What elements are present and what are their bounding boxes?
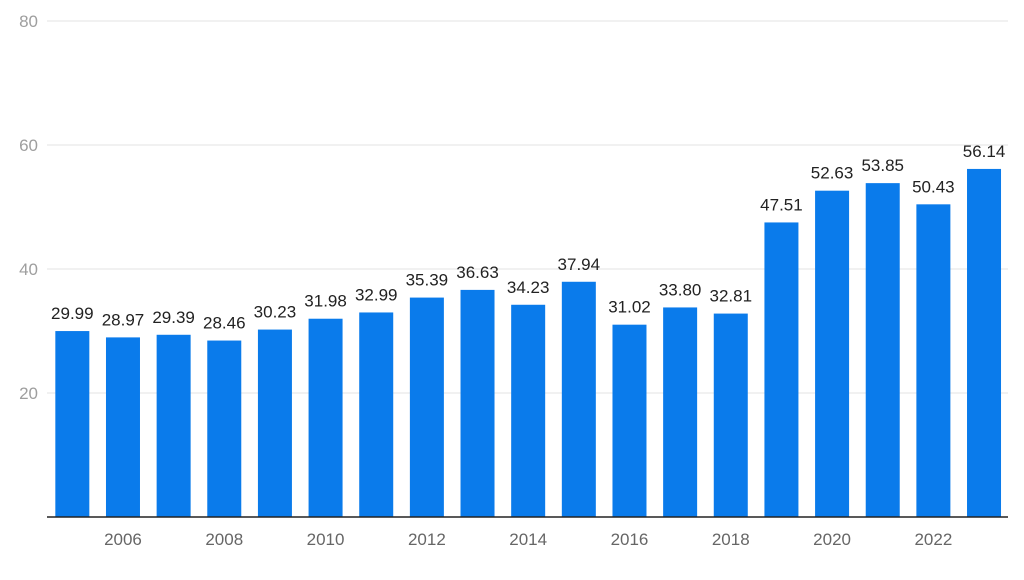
y-tick-label: 60 (19, 136, 38, 155)
bar-2011 (359, 312, 394, 517)
bar-2020 (815, 190, 850, 517)
data-label-2017: 33.80 (659, 280, 702, 299)
bar-2005 (55, 331, 90, 517)
y-axis: 20 40 60 80 (19, 12, 38, 403)
bar-2023 (967, 168, 1002, 517)
x-tick-label: 2006 (104, 530, 142, 549)
data-labels: 29.99 28.97 29.39 28.46 30.23 31.98 32.99 35.39… (51, 142, 1005, 333)
bar-2019 (764, 222, 799, 517)
bar-2014 (511, 304, 546, 517)
data-label-2008: 28.46 (203, 314, 246, 333)
x-tick-label: 2008 (205, 530, 243, 549)
data-label-2005: 29.99 (51, 304, 94, 323)
bar-2016 (612, 324, 647, 517)
bars (55, 168, 1002, 517)
data-label-2006: 28.97 (102, 310, 145, 329)
bar-2015 (561, 281, 596, 517)
data-label-2012: 35.39 (406, 271, 449, 290)
x-tick-label: 2022 (914, 530, 952, 549)
bar-2012 (409, 297, 444, 517)
x-tick-label: 2010 (307, 530, 345, 549)
data-label-2023: 56.14 (963, 142, 1006, 161)
bar-2008 (207, 340, 242, 517)
x-tick-label: 2012 (408, 530, 446, 549)
x-tick-label: 2020 (813, 530, 851, 549)
data-label-2011: 32.99 (355, 285, 398, 304)
bar-2021 (865, 183, 900, 517)
bar-2017 (663, 307, 698, 517)
data-label-2013: 36.63 (456, 263, 499, 282)
data-label-2009: 30.23 (254, 303, 297, 322)
x-axis: 2006 2008 2010 2012 2014 2016 2018 2020 2022 (47, 516, 1008, 549)
x-tick-label: 2016 (611, 530, 649, 549)
x-tick-label: 2018 (712, 530, 750, 549)
data-label-2019: 47.51 (760, 195, 803, 214)
data-label-2016: 31.02 (608, 298, 651, 317)
data-label-2007: 29.39 (152, 308, 195, 327)
x-tick-label: 2014 (509, 530, 547, 549)
data-label-2018: 32.81 (709, 287, 752, 306)
data-label-2022: 50.43 (912, 177, 955, 196)
bar-2018 (713, 313, 748, 517)
data-label-2021: 53.85 (861, 156, 904, 175)
bar-2007 (156, 334, 191, 517)
data-label-2010: 31.98 (304, 292, 347, 311)
y-tick-label: 40 (19, 260, 38, 279)
bar-2009 (257, 329, 292, 517)
bar-2013 (460, 289, 495, 517)
data-label-2014: 34.23 (507, 278, 550, 297)
bar-2010 (308, 318, 343, 517)
data-label-2020: 52.63 (811, 164, 854, 183)
y-tick-label: 20 (19, 384, 38, 403)
data-label-2015: 37.94 (558, 255, 601, 274)
y-tick-label: 80 (19, 12, 38, 31)
bar-2022 (916, 204, 951, 517)
bar-2006 (105, 337, 140, 517)
